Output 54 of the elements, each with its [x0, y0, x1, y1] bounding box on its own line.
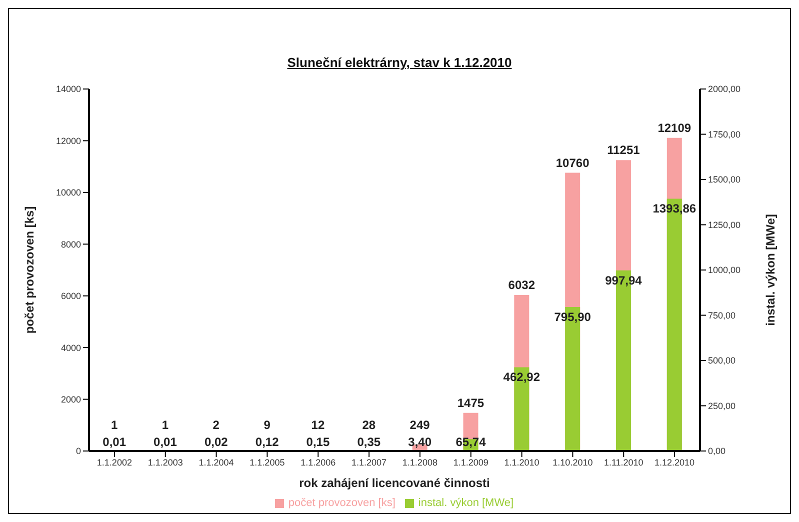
data-label: 0,01: [102, 435, 126, 449]
y-tick-label: 2000: [60, 394, 81, 404]
y-tick-label: 10000: [56, 188, 81, 198]
chart-title: Sluneční elektrárny, stav k 1.12.2010: [286, 55, 513, 70]
y2-tick-label: 1000,00: [708, 265, 741, 276]
y2-tick-label: 2000,00: [708, 84, 741, 94]
x-tick-label: 1.1.2003: [148, 457, 183, 468]
data-label: 11251: [607, 143, 640, 158]
data-label: 0,12: [255, 435, 280, 449]
y-tick-label: 6000: [60, 291, 81, 302]
x-axis-title: rok zahájení licencované činnosti: [299, 476, 490, 490]
legend-label: instal. výkon [MWe]: [418, 497, 514, 509]
data-label: 2: [212, 418, 220, 432]
data-label: 9: [264, 418, 271, 432]
data-label: 1: [162, 418, 169, 432]
y2-tick-label: 1750,00: [708, 129, 741, 140]
data-label: 1: [110, 418, 118, 432]
legend-label: počet provozoven [ks]: [288, 497, 396, 509]
data-label: 10760: [556, 156, 590, 170]
x-tick-label: 1.1.2002: [96, 457, 132, 468]
y-tick-label: 0: [76, 446, 81, 456]
x-tick-label: 1.1.2008: [402, 457, 438, 468]
data-label: 28: [362, 418, 376, 432]
data-label: 0,15: [306, 435, 330, 449]
x-tick-label: 1.1.2007: [352, 457, 387, 468]
y2-tick-label: 0,00: [708, 446, 726, 456]
data-label: 6032: [508, 278, 536, 292]
data-label: 0,01: [154, 435, 178, 449]
data-label: 12109: [658, 120, 692, 135]
y2-tick-label: 250,00: [708, 400, 736, 411]
x-tick-label: 1.1.2004: [198, 457, 234, 468]
data-label: 0,02: [204, 435, 228, 449]
data-label: 249: [410, 418, 430, 432]
x-tick-label: 1.1.2009: [453, 457, 488, 468]
y2-tick-label: 500,00: [708, 356, 736, 366]
data-label: 12: [311, 418, 325, 432]
y2-axis-title: instal. výkon [MWe]: [763, 214, 778, 326]
y2-tick-label: 1500,00: [708, 174, 741, 185]
y2-tick-label: 750,00: [708, 310, 736, 320]
data-label: 3,40: [408, 435, 432, 449]
y-tick-label: 8000: [60, 239, 81, 250]
y-tick-label: 12000: [56, 136, 81, 146]
x-tick-label: 1.12.2010: [654, 457, 695, 468]
x-tick-label: 1.11.2010: [604, 457, 644, 468]
x-tick-label: 1.10.2010: [552, 457, 593, 468]
y-tick-label: 14000: [56, 84, 81, 94]
y2-tick-label: 1250,00: [708, 220, 741, 230]
x-tick-label: 1.1.2005: [250, 457, 285, 468]
y-tick-label: 4000: [60, 342, 81, 353]
x-tick-label: 1.1.2006: [300, 457, 336, 468]
y-axis-title: počet provozoven [ks]: [22, 206, 36, 334]
x-tick-label: 1.1.2010: [504, 457, 540, 468]
data-label: 1475: [457, 396, 484, 410]
data-label: 0,35: [357, 435, 381, 449]
